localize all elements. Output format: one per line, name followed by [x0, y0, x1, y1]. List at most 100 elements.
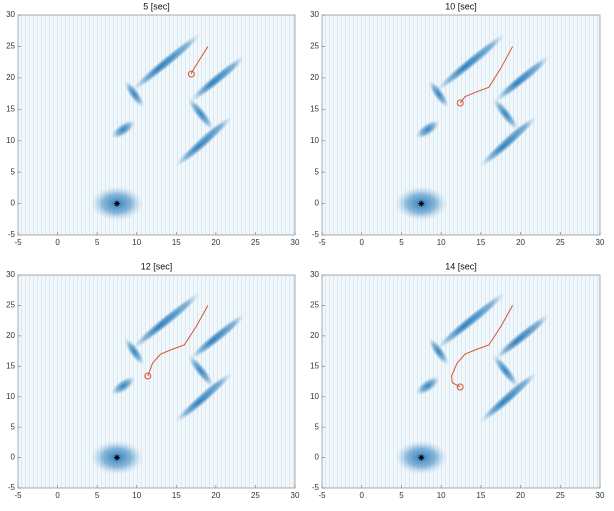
- x-tick-label: 25: [251, 238, 260, 247]
- axes-box: [17, 274, 296, 489]
- current-position: [456, 383, 464, 391]
- y-tick-label: -5: [8, 230, 16, 239]
- x-tick-label: 5: [399, 491, 404, 500]
- field-pattern: [111, 119, 136, 139]
- current-position: [456, 99, 464, 107]
- field-pattern: [492, 354, 519, 387]
- y-tick-label: -5: [312, 483, 320, 492]
- x-tick-label: 0: [359, 238, 364, 247]
- y-tick-label: 15: [6, 361, 15, 370]
- field-pattern: [131, 302, 188, 350]
- x-tick-label: 5: [399, 238, 404, 247]
- field-pattern: [428, 338, 449, 366]
- field-pattern: [187, 354, 214, 387]
- field-pattern: [111, 376, 136, 396]
- source-marker: [113, 200, 120, 207]
- trajectory: [450, 305, 514, 388]
- y-tick-label: 5: [315, 422, 320, 431]
- y-tick-label: 0: [11, 453, 16, 462]
- y-tick-label: 10: [310, 392, 319, 401]
- y-tick-label: 25: [310, 301, 319, 310]
- y-tick-label: 30: [6, 270, 15, 279]
- field-pattern: [492, 97, 519, 131]
- plot-background: [18, 15, 295, 235]
- axes-box: [321, 14, 601, 236]
- x-tick-label: -5: [14, 238, 22, 247]
- x-tick-label: -5: [318, 238, 326, 247]
- x-tick-label: 10: [132, 238, 141, 247]
- field-pattern: [479, 383, 526, 423]
- x-tick-label: 10: [437, 491, 446, 500]
- x-tick-label: 30: [596, 491, 605, 500]
- x-tick-label: 10: [132, 491, 141, 500]
- x-tick-label: 15: [476, 238, 485, 247]
- y-tick-label: 20: [6, 73, 15, 82]
- trajectory: [147, 305, 209, 377]
- y-tick-label: 0: [11, 199, 16, 208]
- y-tick-label: 30: [6, 10, 15, 19]
- x-tick-label: 15: [172, 491, 181, 500]
- y-tick-label: 10: [6, 392, 15, 401]
- plot-background: [322, 15, 600, 235]
- axes-box: [17, 14, 296, 236]
- y-tick-label: 5: [315, 167, 320, 176]
- x-tick-label: 25: [251, 491, 260, 500]
- source-marker: [418, 454, 425, 461]
- source-marker: [113, 454, 120, 461]
- axes-box: [321, 274, 601, 489]
- x-tick-label: 20: [516, 238, 525, 247]
- x-tick-label: 0: [359, 491, 364, 500]
- trajectory: [459, 46, 514, 104]
- subplot: -5 0 5 10 15 20 25 30 -5 0 5 10 15 20 25 30 12 [sec]: [6, 261, 300, 500]
- field-pattern: [190, 64, 234, 102]
- x-tick-label: 30: [596, 238, 605, 247]
- y-tick-label: 15: [310, 361, 319, 370]
- field-pattern: [436, 44, 492, 92]
- field-pattern: [174, 127, 222, 167]
- field-pattern: [428, 80, 449, 108]
- y-tick-label: 25: [6, 42, 15, 51]
- field-pattern: [415, 376, 440, 396]
- trajectory: [190, 46, 209, 75]
- x-tick-label: 15: [476, 491, 485, 500]
- field-pattern: [415, 119, 440, 139]
- y-tick-label: 0: [315, 199, 320, 208]
- x-tick-label: 25: [556, 491, 565, 500]
- subplot: -5 0 5 10 15 20 25 30 -5 0 5 10 15 20 25 30 5 [sec]: [6, 1, 300, 247]
- x-tick-label: 30: [291, 238, 300, 247]
- subplot-title: 5 [sec]: [143, 1, 170, 11]
- x-tick-label: 15: [172, 238, 181, 247]
- y-tick-label: 20: [310, 331, 319, 340]
- x-tick-label: 20: [211, 238, 220, 247]
- field-pattern: [124, 80, 145, 108]
- x-tick-label: 20: [516, 491, 525, 500]
- y-tick-label: 30: [310, 10, 319, 19]
- y-tick-label: 5: [11, 422, 16, 431]
- field-pattern: [190, 322, 234, 360]
- y-tick-label: 25: [6, 301, 15, 310]
- x-tick-label: -5: [318, 491, 326, 500]
- y-tick-label: 30: [310, 270, 319, 279]
- field-pattern: [479, 127, 526, 167]
- y-tick-label: 10: [310, 136, 319, 145]
- x-tick-label: 5: [95, 491, 100, 500]
- subplot-title: 12 [sec]: [141, 261, 173, 271]
- field-pattern: [174, 383, 222, 423]
- field-pattern: [131, 44, 188, 92]
- x-tick-label: 25: [556, 238, 565, 247]
- field-pattern: [494, 322, 539, 360]
- y-tick-label: 15: [6, 104, 15, 113]
- y-tick-label: 10: [6, 136, 15, 145]
- y-tick-label: 0: [315, 453, 320, 462]
- subplot: -5 0 5 10 15 20 25 30 -5 0 5 10 15 20 25 30 10 [sec]: [310, 1, 605, 247]
- subplot-title: 10 [sec]: [445, 1, 477, 11]
- y-tick-label: 15: [310, 104, 319, 113]
- current-position: [144, 372, 152, 380]
- x-tick-label: -5: [14, 491, 22, 500]
- x-tick-label: 5: [95, 238, 100, 247]
- x-tick-label: 0: [55, 491, 60, 500]
- y-tick-label: 20: [310, 73, 319, 82]
- x-tick-label: 20: [211, 491, 220, 500]
- y-tick-label: -5: [312, 230, 320, 239]
